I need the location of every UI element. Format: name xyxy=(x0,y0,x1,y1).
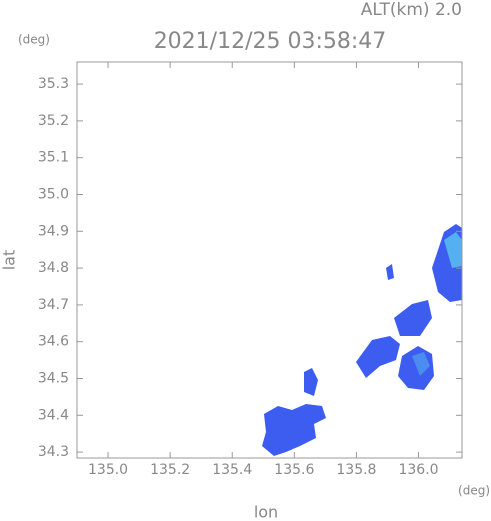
x-axis-label: lon xyxy=(254,503,278,521)
echo xyxy=(356,336,400,378)
x-tick-label: 135.6 xyxy=(274,462,314,478)
y-tick-label: 34.3 xyxy=(38,444,69,460)
x-unit: (deg) xyxy=(458,484,490,498)
y-tick-label: 34.5 xyxy=(38,371,69,387)
x-tick-label: 135.8 xyxy=(336,462,376,478)
echo xyxy=(444,232,462,268)
plot-frame xyxy=(76,61,463,459)
y-unit: (deg) xyxy=(18,33,50,47)
radar-echoes xyxy=(262,224,462,456)
x-tick-label: 135.4 xyxy=(212,462,252,478)
chart-title: 2021/12/25 03:58:47 xyxy=(154,29,387,54)
altitude-label: ALT(km) 2.0 xyxy=(361,0,462,20)
y-tick-label: 34.6 xyxy=(38,334,69,350)
y-tick-label: 34.9 xyxy=(38,223,69,239)
echo xyxy=(304,368,318,396)
y-tick-label: 35.1 xyxy=(38,150,69,166)
echo xyxy=(386,264,394,280)
echo xyxy=(412,352,430,376)
x-tick-label: 135.2 xyxy=(150,462,190,478)
y-tick-label: 34.4 xyxy=(38,407,69,423)
y-tick-label: 35.3 xyxy=(38,76,69,92)
echo xyxy=(262,404,326,456)
y-tick-label: 34.7 xyxy=(38,297,69,313)
y-tick-label: 35.0 xyxy=(38,186,69,202)
y-axis-label: lat xyxy=(0,250,19,271)
echo xyxy=(398,346,434,390)
x-tick-label: 136.0 xyxy=(398,462,438,478)
echo xyxy=(394,300,432,336)
y-tick-label: 34.8 xyxy=(38,260,69,276)
y-tick-label: 35.2 xyxy=(38,113,69,129)
x-tick-label: 135.0 xyxy=(88,462,128,478)
